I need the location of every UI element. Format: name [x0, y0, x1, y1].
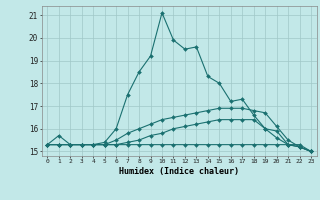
X-axis label: Humidex (Indice chaleur): Humidex (Indice chaleur): [119, 167, 239, 176]
